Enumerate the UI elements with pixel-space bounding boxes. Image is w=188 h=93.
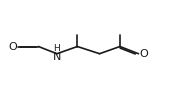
Text: N: N xyxy=(53,52,61,62)
Text: O: O xyxy=(139,49,148,59)
Text: H: H xyxy=(54,44,60,53)
Text: O: O xyxy=(8,41,17,52)
